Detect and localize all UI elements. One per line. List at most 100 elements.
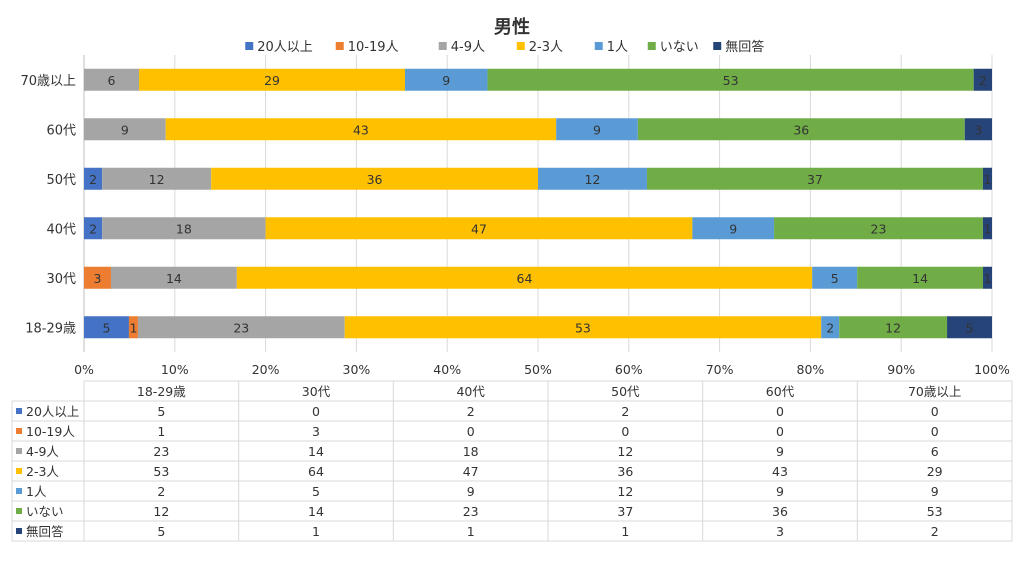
data-label-0-5: 12 [885,320,901,335]
table-legend-key-0 [16,408,22,414]
bar-4-4 [556,118,638,141]
bar-1-3 [236,266,813,289]
table-row-label-1: 10-19人 [26,424,75,439]
x-tick-label-2: 20% [252,362,280,377]
table-cell-4-1: 5 [312,484,320,499]
data-label-3-2: 12 [149,172,165,187]
table-legend-key-2 [16,448,22,454]
table-cell-0-2: 2 [467,404,475,419]
legend-swatch-3 [516,42,525,50]
data-label-2-3: 47 [471,221,487,236]
x-tick-label-10: 100% [974,362,1010,377]
data-label-2-5: 23 [871,221,887,236]
table-cell-3-1: 64 [308,464,324,479]
bar-2-3 [265,217,693,240]
bar-1-5 [857,266,984,289]
table-header-4: 60代 [766,384,795,399]
table-cell-5-4: 36 [772,504,788,519]
bar-3-5 [646,167,983,190]
category-label-3: 50代 [46,173,76,188]
bar-1-1 [84,266,111,289]
legend-swatch-4 [594,42,603,50]
legend-label-1: 10-19人 [348,40,399,55]
table-cell-2-2: 18 [463,444,479,459]
data-label-1-4: 5 [831,271,839,286]
data-label-2-6: 1 [983,221,991,236]
table-cell-3-2: 47 [463,464,479,479]
table-cell-0-1: 0 [312,404,320,419]
data-label-5-5: 53 [723,73,739,88]
data-label-1-5: 14 [912,271,928,286]
bar-2-2 [102,217,266,240]
table-cell-0-5: 0 [931,404,939,419]
bar-2-0 [84,217,103,240]
bar-0-4 [821,316,840,339]
category-label-4: 60代 [46,123,76,138]
data-label-4-3: 43 [353,122,369,137]
table-legend-key-5 [16,508,22,514]
x-tick-label-7: 70% [706,362,734,377]
data-label-4-2: 9 [121,122,129,137]
bar-3-3 [211,167,538,190]
bar-0-5 [839,316,948,339]
data-label-0-0: 5 [102,320,110,335]
table-row-label-0: 20人以上 [26,404,79,419]
table-cell-1-2: 0 [467,424,475,439]
category-label-0: 18-29歳 [25,321,76,336]
legend-swatch-1 [335,42,344,50]
table-legend-key-6 [16,528,22,534]
data-label-5-3: 29 [264,73,280,88]
data-label-0-2: 23 [233,320,249,335]
table-cell-2-5: 6 [931,444,939,459]
table-row-label-2: 4-9人 [26,444,59,459]
bar-5-4 [405,68,488,91]
bar-0-2 [137,316,345,339]
table-cell-6-0: 5 [157,524,165,539]
bar-5-6 [973,68,992,91]
table-cell-1-3: 0 [621,424,629,439]
table-cell-6-2: 1 [467,524,475,539]
chart-title: 男性 [494,16,530,38]
table-cell-5-3: 37 [617,504,633,519]
bar-1-2 [110,266,237,289]
data-label-3-3: 36 [367,172,383,187]
table-cell-0-4: 0 [776,404,784,419]
table-cell-2-3: 12 [617,444,633,459]
table-cell-2-0: 23 [153,444,169,459]
table-cell-4-0: 2 [157,484,165,499]
table-cell-1-0: 1 [157,424,165,439]
data-label-1-6: 1 [984,271,992,286]
data-label-4-6: 3 [974,122,982,137]
table-cell-2-4: 9 [776,444,784,459]
legend-swatch-5 [647,42,656,50]
category-label-5: 70歳以上 [20,74,76,89]
table-cell-3-3: 36 [617,464,633,479]
data-label-2-0: 2 [89,221,97,236]
bar-1-4 [812,266,858,289]
bar-5-3 [139,68,406,91]
legend-label-6: 無回答 [725,39,764,55]
bar-5-5 [487,68,974,91]
table-cell-3-0: 53 [153,464,169,479]
data-label-0-3: 53 [575,320,591,335]
table-cell-5-1: 14 [308,504,324,519]
table-cell-4-4: 9 [776,484,784,499]
category-label-2: 40代 [46,222,76,237]
table-cell-5-5: 53 [927,504,943,519]
table-cell-4-5: 9 [931,484,939,499]
bar-0-3 [344,316,822,339]
x-tick-label-0: 0% [74,362,94,377]
category-label-1: 30代 [46,272,76,287]
bar-3-6 [982,167,992,190]
bar-2-4 [692,217,775,240]
data-label-0-6: 5 [966,320,974,335]
data-label-2-2: 18 [176,221,192,236]
table-cell-1-1: 3 [312,424,320,439]
data-label-1-1: 3 [94,271,102,286]
table-cell-3-5: 29 [927,464,943,479]
table-cell-6-1: 1 [312,524,320,539]
table-cell-0-3: 2 [621,404,629,419]
legend-label-5: いない [660,40,699,55]
